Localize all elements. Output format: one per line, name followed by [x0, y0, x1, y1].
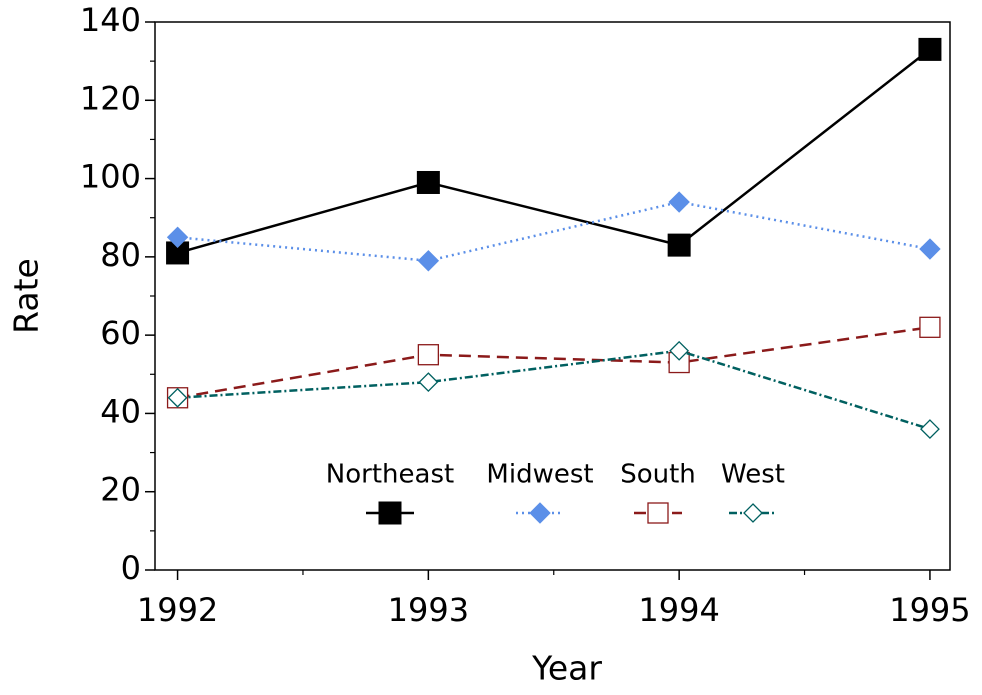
y-tick-label: 80 [100, 236, 141, 274]
point [167, 387, 188, 408]
legend-label: Northeast [326, 460, 454, 490]
y-tick-label: 20 [100, 471, 141, 509]
legend-marker [529, 502, 551, 524]
legend-marker [378, 501, 402, 525]
point [919, 238, 941, 260]
y-tick-label: 100 [80, 158, 141, 196]
legend-marker [647, 502, 669, 524]
y-tick-label: 40 [100, 392, 141, 430]
y-tick-label: 120 [80, 79, 141, 117]
x-tick-label: 1992 [137, 591, 218, 629]
x-tick-label: 1995 [889, 591, 970, 629]
y-tick-label: 60 [100, 314, 141, 352]
series-line [177, 326, 931, 400]
series-line [177, 349, 931, 431]
x-axis-label: Year [531, 649, 602, 688]
x-tick-label: 1994 [638, 591, 719, 629]
point [919, 316, 941, 338]
legend-label: South [620, 460, 696, 490]
legend-label: West [721, 460, 785, 490]
point [918, 37, 942, 61]
point [417, 250, 440, 272]
point [416, 170, 440, 194]
point [920, 419, 940, 440]
series-line [177, 48, 931, 255]
point [667, 233, 691, 257]
point [669, 340, 690, 361]
legend-label: Midwest [486, 460, 593, 490]
y-axis-label: Rate [7, 258, 46, 334]
legend-marker [743, 503, 763, 523]
y-tick-label: 140 [80, 1, 141, 39]
series-line [177, 200, 931, 263]
point [417, 344, 440, 366]
y-tick-label: 0 [121, 549, 141, 587]
x-tick-label: 1993 [388, 591, 469, 629]
point [418, 372, 439, 393]
point [166, 226, 189, 248]
point [668, 191, 690, 213]
